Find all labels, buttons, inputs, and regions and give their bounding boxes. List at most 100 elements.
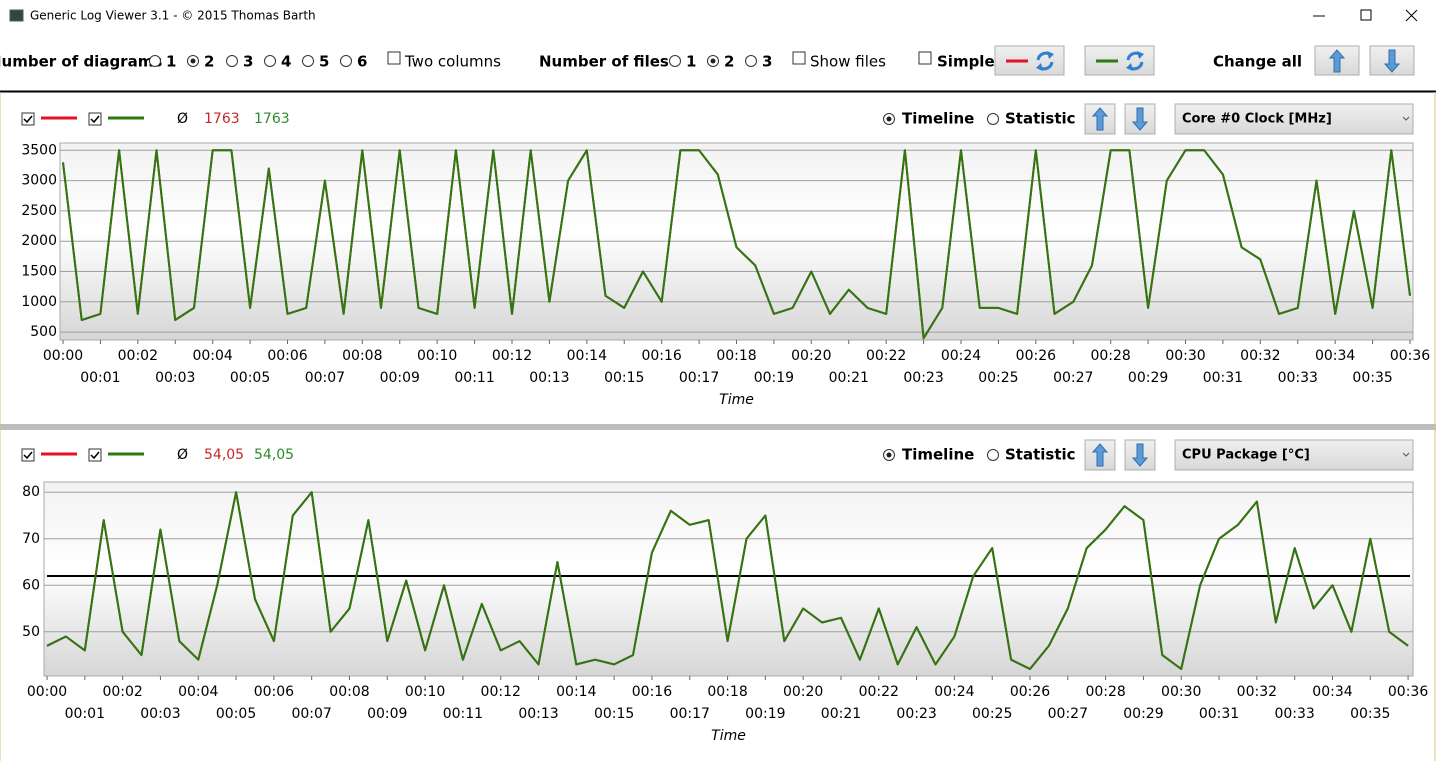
y-tick-label: 2500 [21,203,57,219]
radio-button[interactable] [669,55,681,67]
x-tick-label: 00:21 [829,370,869,386]
radio-dot [190,58,196,64]
button[interactable] [1084,45,1155,76]
x-tick-label: 00:35 [1352,370,1392,386]
x-tick-label: 00:33 [1274,706,1314,722]
x-tick-label: 00:11 [443,706,483,722]
arrow-up-icon [1091,443,1109,467]
checkbox[interactable] [88,112,102,126]
x-tick-label: 00:08 [342,348,382,364]
files-label: Number of files [539,53,669,71]
x-tick-label: 00:11 [454,370,494,386]
radio-button[interactable] [340,55,352,67]
x-tick-label: 00:19 [754,370,794,386]
x-tick-label: 00:32 [1240,348,1280,364]
diagram-option: 6 [357,53,367,71]
x-tick-label: 00:23 [903,370,943,386]
y-tick-label: 500 [30,324,57,340]
x-tick-label: 00:25 [978,370,1018,386]
radio-button[interactable] [264,55,276,67]
x-tick-label: 00:24 [934,684,974,700]
x-tick-label: 00:14 [556,684,596,700]
button[interactable] [994,45,1065,76]
x-tick-label: 00:02 [118,348,158,364]
diagram-option: 2 [204,53,214,71]
x-tick-label: 00:32 [1237,684,1277,700]
x-tick-label: 00:24 [941,348,981,364]
checkbox[interactable] [387,51,401,65]
y-tick-label: 50 [22,624,40,640]
x-tick-label: 00:17 [670,706,710,722]
checkbox[interactable] [88,448,102,462]
y-tick-label: 70 [22,531,40,547]
x-tick-label: 00:13 [518,706,558,722]
radio-button[interactable] [745,55,757,67]
x-tick-label: 00:27 [1053,370,1093,386]
checkbox[interactable] [21,448,35,462]
dropdown-arrow [1402,116,1410,121]
refresh-arrow [1036,51,1054,71]
x-tick-label: 00:09 [380,370,420,386]
x-tick-label: 00:07 [291,706,331,722]
close-button[interactable] [1405,9,1418,22]
app-icon [9,9,24,22]
maximize-button[interactable] [1360,9,1372,21]
y-tick-label: 1000 [21,294,57,310]
x-axis-label: Time [719,392,754,408]
x-tick-label: 00:18 [716,348,756,364]
data-line [62,149,1411,340]
channel-dropdown[interactable] [1174,439,1414,471]
two-columns-label: Two columns [404,53,501,71]
radio-button[interactable] [987,449,999,461]
x-tick-label: 00:03 [155,370,195,386]
window-title: Generic Log Viewer 3.1 - © 2015 Thomas B… [30,9,316,23]
x-tick-label: 00:27 [1048,706,1088,722]
check-mark [90,451,100,460]
diagram-option: 5 [319,53,329,71]
x-tick-label: 00:00 [27,684,67,700]
radio-button[interactable] [226,55,238,67]
y-tick-label: 1500 [21,264,57,280]
diagram-option: 4 [281,53,291,71]
x-tick-label: 00:22 [859,684,899,700]
change-all-label: Change all [1213,53,1302,71]
x-tick-label: 00:04 [178,684,218,700]
radio-button[interactable] [302,55,314,67]
checkbox[interactable] [21,112,35,126]
x-tick-label: 00:29 [1128,370,1168,386]
statistic-option: Statistic [1005,110,1076,128]
simple-label: Simple [937,53,995,71]
check-mark [23,115,33,124]
x-tick-label: 00:30 [1165,348,1205,364]
x-tick-label: 00:14 [567,348,607,364]
x-tick-label: 00:31 [1199,706,1239,722]
channel-name: Core #0 Clock [MHz] [1182,112,1332,127]
average-value: 54,05 [204,447,244,463]
x-tick-label: 00:13 [529,370,569,386]
radio-button[interactable] [149,55,161,67]
x-tick-label: 00:03 [140,706,180,722]
x-tick-label: 00:31 [1203,370,1243,386]
y-tick-label: 3500 [21,142,57,158]
checkbox[interactable] [918,51,932,65]
x-tick-label: 00:04 [192,348,232,364]
refresh-arrow [1126,51,1144,71]
plot-area [43,481,1414,677]
radio-button[interactable] [987,113,999,125]
data-line [46,491,1409,670]
average-symbol: Ø [177,111,188,127]
x-tick-label: 00:20 [791,348,831,364]
x-tick-label: 00:16 [641,348,681,364]
checkbox[interactable] [792,51,806,65]
dropdown-arrow [1402,452,1410,457]
radio-dot [710,58,716,64]
check-mark [90,115,100,124]
channel-dropdown[interactable] [1174,103,1414,135]
radio-dot [886,116,892,122]
arrow-down-icon [1131,443,1149,467]
x-tick-label: 00:16 [632,684,672,700]
file-option: 2 [724,53,734,71]
x-axis-label: Time [711,728,746,744]
x-tick-label: 00:21 [821,706,861,722]
